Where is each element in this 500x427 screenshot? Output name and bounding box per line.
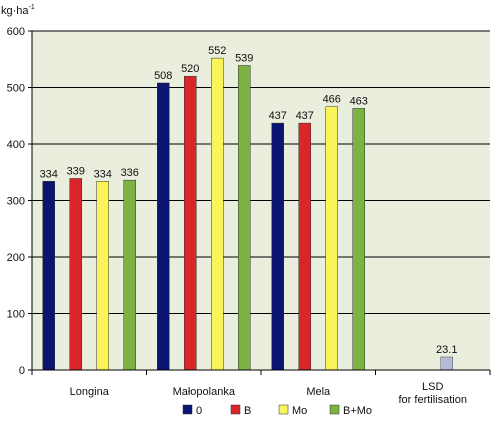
y-tick-label: 500 (7, 83, 25, 95)
x-category-label: Mela (306, 386, 331, 398)
bar-ma-opolanka-b-mo (238, 65, 251, 371)
legend-label: B+Mo (343, 405, 372, 417)
bar-value-label: 508 (154, 70, 172, 82)
bar-longina-0 (42, 181, 55, 371)
bar-value-label: 437 (269, 110, 287, 122)
y-axis-label: kg·ha-1 (1, 4, 35, 17)
y-tick-label: 300 (7, 196, 25, 208)
bar-value-label: 552 (208, 45, 226, 57)
legend-label: 0 (196, 405, 202, 417)
bar-value-label: 437 (296, 110, 314, 122)
bar-lsd (440, 356, 453, 371)
bar-ma-opolanka-0 (157, 82, 170, 371)
bar-value-label: 463 (350, 95, 368, 107)
legend-swatch-0 (182, 404, 193, 415)
lsd-value-label: 23.1 (436, 344, 457, 356)
bar-longina-mo (96, 181, 109, 371)
y-axis-label-unit: kg·ha (1, 5, 29, 17)
bar-longina-b-mo (123, 179, 136, 371)
y-tick-label: 0 (19, 365, 25, 377)
bar-value-label: 334 (94, 168, 112, 180)
bar-value-label: 466 (323, 94, 341, 106)
bar-value-label: 539 (235, 52, 253, 64)
legend-swatch-b-mo (329, 404, 340, 415)
y-tick-label: 600 (7, 26, 25, 38)
bar-mela-b-mo (352, 108, 365, 371)
lsd-label-line2: for fertilisation (399, 394, 467, 406)
bar-mela-0 (271, 122, 284, 371)
legend-label: Mo (292, 405, 307, 417)
bar-value-label: 520 (181, 63, 199, 75)
x-category-label: Longina (70, 386, 110, 398)
bar-ma-opolanka-b (184, 75, 197, 371)
lsd-label-line1: LSD (422, 381, 443, 393)
bar-ma-opolanka-mo (211, 57, 224, 371)
bar-mela-b (298, 122, 311, 371)
bar-longina-b (69, 178, 82, 371)
legend-swatch-b (230, 404, 241, 415)
bar-value-label: 339 (67, 165, 85, 177)
bar-mela-mo (325, 106, 338, 371)
y-tick-label: 200 (7, 252, 25, 264)
y-axis-label-superscript: -1 (29, 4, 35, 11)
bar-value-label: 334 (40, 168, 58, 180)
bar-value-label: 336 (121, 167, 139, 179)
legend-label: B (244, 405, 251, 417)
y-tick-label: 400 (7, 139, 25, 151)
y-tick-label: 100 (7, 309, 25, 321)
legend-swatch-mo (278, 404, 289, 415)
x-category-label: Małopolanka (173, 386, 236, 398)
